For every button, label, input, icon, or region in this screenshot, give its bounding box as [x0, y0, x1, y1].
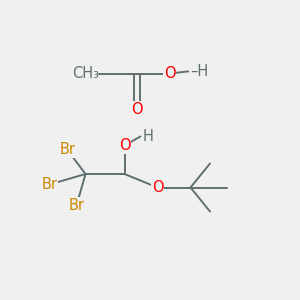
Text: O: O	[131, 102, 142, 117]
Text: Br: Br	[59, 142, 76, 158]
Text: Br: Br	[41, 177, 58, 192]
Text: H: H	[142, 129, 153, 144]
Text: –H: –H	[190, 64, 209, 79]
Text: O: O	[164, 66, 175, 81]
Text: O: O	[152, 180, 163, 195]
Text: O: O	[119, 138, 130, 153]
Text: CH₃: CH₃	[72, 66, 99, 81]
Text: Br: Br	[68, 198, 85, 213]
